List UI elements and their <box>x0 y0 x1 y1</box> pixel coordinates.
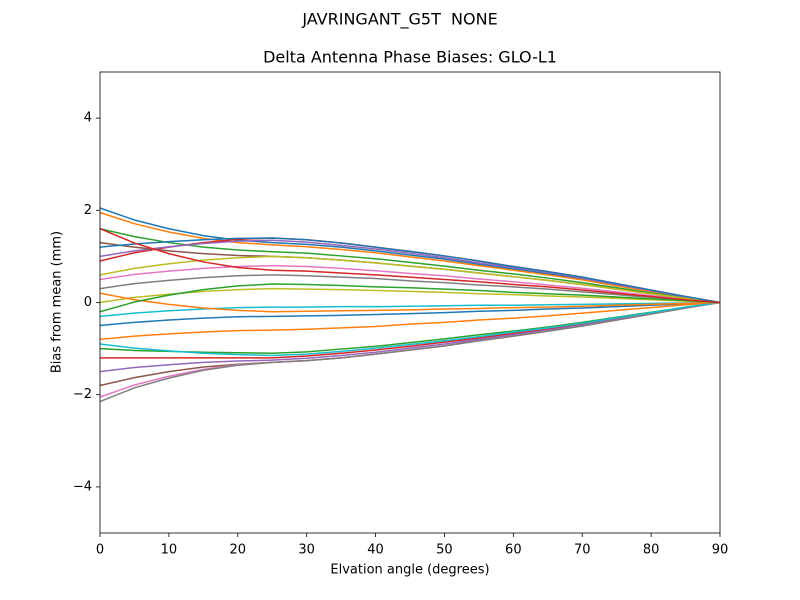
series-line <box>99 264 721 304</box>
x-tick-label: 60 <box>505 543 522 558</box>
y-tick-label: −4 <box>73 479 92 494</box>
series-line <box>99 301 721 341</box>
x-tick-label: 80 <box>643 543 660 558</box>
series-line <box>99 301 721 318</box>
x-tick-label: 50 <box>436 543 453 558</box>
chart-title: Delta Antenna Phase Biases: GLO-L1 <box>263 48 557 67</box>
x-tick-label: 20 <box>230 543 247 558</box>
axes-frame <box>99 71 721 534</box>
series-line <box>99 292 721 313</box>
y-tick-label: 2 <box>84 203 92 218</box>
series-line <box>99 237 721 304</box>
y-tick-label: 4 <box>84 111 92 126</box>
y-tick-label: 0 <box>84 295 92 310</box>
x-tick-label: 30 <box>298 543 315 558</box>
series-line <box>99 301 721 403</box>
y-axis-label: Bias from mean (mm) <box>50 231 65 373</box>
series-line <box>99 301 721 357</box>
y-tick-label: −2 <box>73 387 92 402</box>
series-line <box>99 239 721 304</box>
series-line <box>99 274 721 304</box>
x-tick-label: 0 <box>96 543 104 558</box>
x-tick-label: 40 <box>367 543 384 558</box>
series-line <box>99 255 721 304</box>
series-line <box>99 228 721 304</box>
series-line <box>99 301 721 327</box>
x-tick-label: 70 <box>574 543 591 558</box>
x-tick-label: 10 <box>161 543 178 558</box>
series-line <box>99 283 721 313</box>
plot-area <box>99 207 721 403</box>
series-line <box>99 287 721 304</box>
x-tick-label: 90 <box>712 543 729 558</box>
series-line <box>99 301 721 373</box>
x-axis-label: Elvation angle (degrees) <box>330 563 489 578</box>
suptitle: JAVRINGANT_G5T NONE <box>301 10 497 30</box>
series-line <box>99 211 721 304</box>
series-line <box>99 228 721 304</box>
